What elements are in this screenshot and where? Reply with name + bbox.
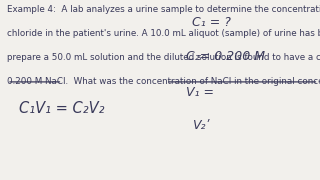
Text: C₁V₁ = C₂V₂: C₁V₁ = C₂V₂ bbox=[19, 101, 105, 116]
Text: chloride in the patient's urine. A 10.0 mL aliquot (sample) of urine has been di: chloride in the patient's urine. A 10.0 … bbox=[7, 29, 320, 38]
Text: Example 4:  A lab analyzes a urine sample to determine the concentration of sodi: Example 4: A lab analyzes a urine sample… bbox=[7, 4, 320, 14]
Text: C₂= 0.200 M: C₂= 0.200 M bbox=[186, 50, 265, 63]
Text: prepare a 50.0 mL solution and the diluted solution is found to have a concentra: prepare a 50.0 mL solution and the dilut… bbox=[7, 53, 320, 62]
Text: C₁ = ?: C₁ = ? bbox=[192, 16, 231, 29]
Text: V₂ʹ: V₂ʹ bbox=[192, 119, 209, 132]
Text: V₁ =: V₁ = bbox=[186, 86, 214, 99]
Text: 0.200 M NaCl.  What was the concentration of NaCl in the original concentrated s: 0.200 M NaCl. What was the concentration… bbox=[7, 77, 320, 86]
